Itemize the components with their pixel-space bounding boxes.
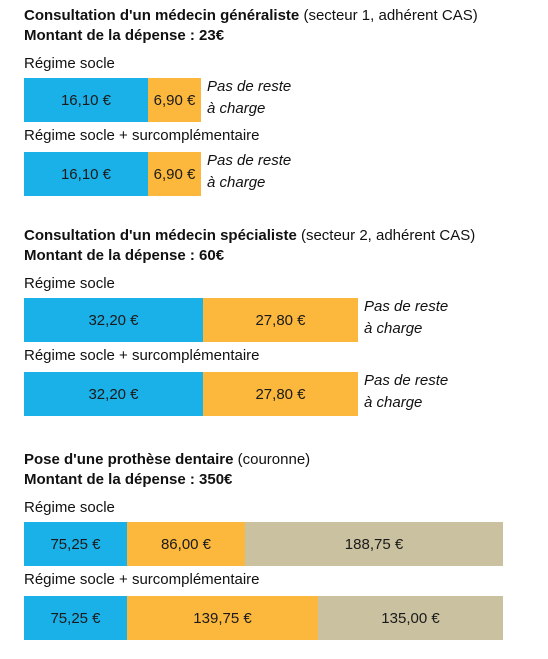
section-title-bold: Pose d'une prothèse dentaire <box>24 451 234 468</box>
bar-segment-reste-a-charge: 135,00 € <box>318 596 503 640</box>
amount-label: Montant de la dépense : 60€ <box>24 247 225 264</box>
stacked-bar: 16,10 €6,90 € <box>24 78 201 122</box>
note-line-2: à charge <box>207 100 266 117</box>
section-3: Pose d'une prothèse dentaire (couronne) M… <box>24 450 544 650</box>
no-remaining-charge-note: Pas de reste à charge <box>364 296 448 340</box>
section-title: Consultation d'un médecin spécialiste (s… <box>24 226 475 246</box>
stacked-bar: 75,25 €86,00 €188,75 € <box>24 522 503 566</box>
section-1: Consultation d'un médecin généraliste (s… <box>24 6 544 206</box>
section-title: Pose d'une prothèse dentaire (couronne) <box>24 450 310 470</box>
section-title-detail: (secteur 2, adhérent CAS) <box>296 227 476 244</box>
note-line-1: Pas de reste <box>207 152 292 169</box>
bar-segment-surcomplementaire: 6,90 € <box>148 152 201 196</box>
section-2: Consultation d'un médecin spécialiste (s… <box>24 226 544 426</box>
section-title-detail: (secteur 1, adhérent CAS) <box>299 7 478 24</box>
note-line-1: Pas de reste <box>364 372 449 389</box>
row-label: Régime socle <box>24 55 115 72</box>
section-title-bold: Consultation d'un médecin spécialiste <box>24 227 297 244</box>
amount-label: Montant de la dépense : 23€ <box>24 27 225 44</box>
section-title-detail: (couronne) <box>233 451 311 468</box>
row-label: Régime socle <box>24 499 115 516</box>
note-line-1: Pas de reste <box>207 78 292 95</box>
bar-segment-regime-socle: 32,20 € <box>24 298 203 342</box>
note-line-2: à charge <box>364 394 423 411</box>
row-label: Régime socle <box>24 275 115 292</box>
bar-segment-surcomplementaire: 6,90 € <box>148 78 201 122</box>
section-title-bold: Consultation d'un médecin généraliste <box>24 7 300 24</box>
stacked-bar: 16,10 €6,90 € <box>24 152 201 196</box>
no-remaining-charge-note: Pas de reste à charge <box>207 76 291 120</box>
row-label: Régime socle + surcomplémentaire <box>24 127 260 144</box>
bar-segment-regime-socle: 16,10 € <box>24 78 148 122</box>
bar-segment-reste-a-charge: 188,75 € <box>245 522 503 566</box>
bar-segment-surcomplementaire: 86,00 € <box>127 522 245 566</box>
row-label: Régime socle + surcomplémentaire <box>24 347 260 364</box>
note-line-1: Pas de reste <box>364 298 449 315</box>
bar-segment-surcomplementaire: 139,75 € <box>127 596 318 640</box>
bar-segment-surcomplementaire: 27,80 € <box>203 372 358 416</box>
bar-segment-regime-socle: 75,25 € <box>24 522 127 566</box>
bar-segment-regime-socle: 75,25 € <box>24 596 127 640</box>
no-remaining-charge-note: Pas de reste à charge <box>207 150 291 194</box>
note-line-2: à charge <box>207 174 266 191</box>
stacked-bar: 75,25 €139,75 €135,00 € <box>24 596 503 640</box>
note-line-2: à charge <box>364 320 423 337</box>
bar-segment-regime-socle: 32,20 € <box>24 372 203 416</box>
bar-segment-surcomplementaire: 27,80 € <box>203 298 358 342</box>
section-title: Consultation d'un médecin généraliste (s… <box>24 6 478 26</box>
amount-label: Montant de la dépense : 350€ <box>24 471 233 488</box>
bar-segment-regime-socle: 16,10 € <box>24 152 148 196</box>
row-label: Régime socle + surcomplémentaire <box>24 571 260 588</box>
no-remaining-charge-note: Pas de reste à charge <box>364 370 448 414</box>
stacked-bar: 32,20 €27,80 € <box>24 372 358 416</box>
stacked-bar: 32,20 €27,80 € <box>24 298 358 342</box>
